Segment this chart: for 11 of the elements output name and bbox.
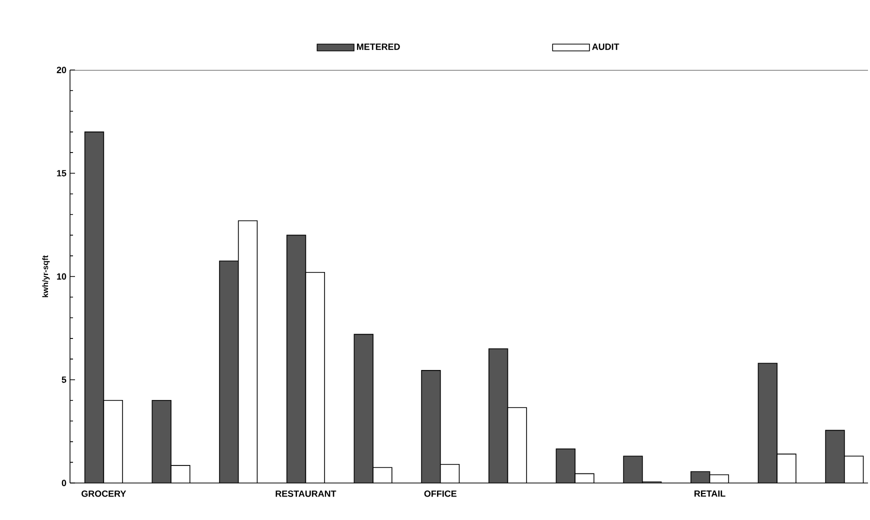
y-tick-label: 0 [62, 480, 66, 486]
x-tick-label: GROCERY [82, 490, 126, 497]
y-tick-label: 15 [57, 170, 66, 176]
y-tick-label: 10 [57, 273, 66, 280]
y-tick-label: 5 [62, 376, 66, 383]
y-tick-label: 20 [56, 66, 66, 74]
legend-label: AUDIT [592, 44, 620, 50]
legend-label: METERED [356, 44, 400, 50]
x-tick-label: OFFICE [424, 490, 456, 497]
x-tick-label: RETAIL [694, 490, 726, 497]
x-tick-label: RESTAURANT [276, 490, 336, 497]
